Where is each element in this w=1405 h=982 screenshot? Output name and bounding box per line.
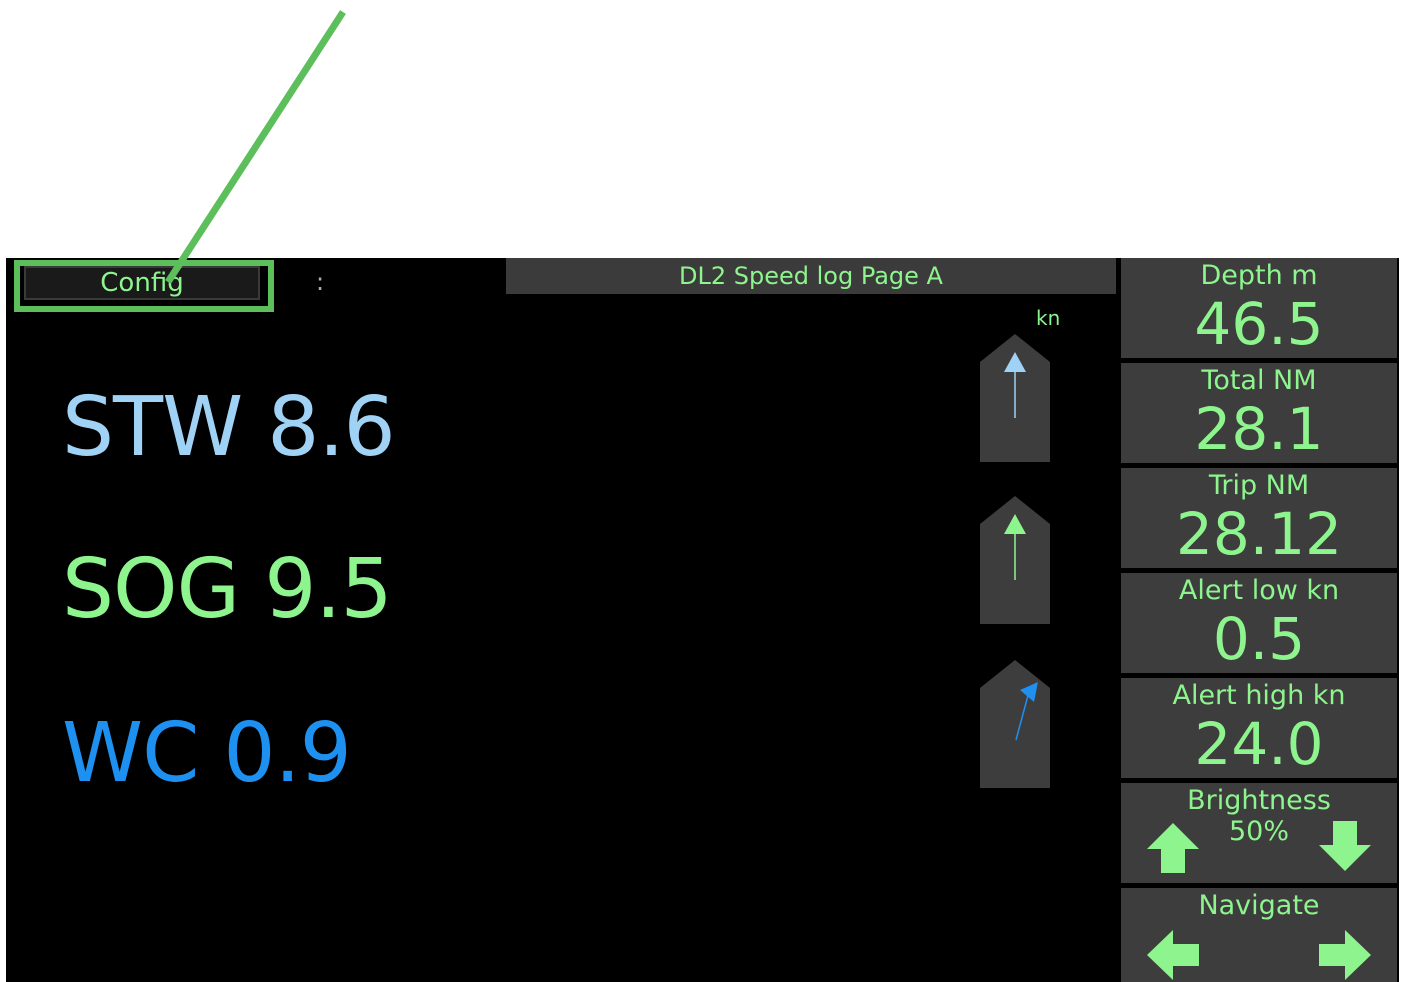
separator-mark: : [316,268,325,296]
config-highlight-box [14,260,274,312]
unit-label: kn [1036,306,1061,330]
alert-high-label: Alert high kn [1172,680,1346,711]
depth-label: Depth m [1200,260,1318,291]
alert-low-label: Alert low kn [1178,575,1340,606]
trip-nm-tile[interactable]: Trip NM 28.12 [1121,468,1397,568]
alert-low-value: 0.5 [1212,605,1306,673]
brightness-value: 50% [1228,816,1289,847]
side-panel: Depth m 46.5 Total NM 28.1 Trip NM 28.12… [1119,258,1399,982]
page-title: DL2 Speed log Page A [506,258,1116,294]
depth-value: 46.5 [1194,290,1324,358]
stw-direction-gauge [980,334,1050,462]
stw-readout: STW 8.6 [62,380,396,475]
trip-nm-value: 28.12 [1175,500,1343,568]
arrow-down-icon[interactable] [1317,819,1373,873]
sog-readout: SOG 9.5 [62,542,393,637]
trip-nm-label: Trip NM [1208,470,1310,501]
navigate-tile: Navigate [1121,888,1397,982]
alert-low-tile[interactable]: Alert low kn 0.5 [1121,573,1397,673]
depth-tile[interactable]: Depth m 46.5 [1121,258,1397,358]
alert-high-tile[interactable]: Alert high kn 24.0 [1121,678,1397,778]
speed-log-screen: Config : DL2 Speed log Page A STW 8.6 SO… [6,258,1399,982]
wc-readout: WC 0.9 [62,706,352,801]
sog-direction-gauge [980,496,1050,624]
total-nm-label: Total NM [1201,365,1317,396]
alert-high-value: 24.0 [1194,710,1324,778]
wc-direction-gauge [980,660,1050,788]
brightness-tile: Brightness 50% [1121,783,1397,883]
navigate-label: Navigate [1198,890,1320,921]
arrow-up-icon[interactable] [1145,821,1201,875]
total-nm-value: 28.1 [1194,395,1324,463]
arrow-right-icon[interactable] [1317,928,1373,982]
total-nm-tile[interactable]: Total NM 28.1 [1121,363,1397,463]
arrow-left-icon[interactable] [1145,928,1201,982]
brightness-label: Brightness [1187,785,1331,816]
